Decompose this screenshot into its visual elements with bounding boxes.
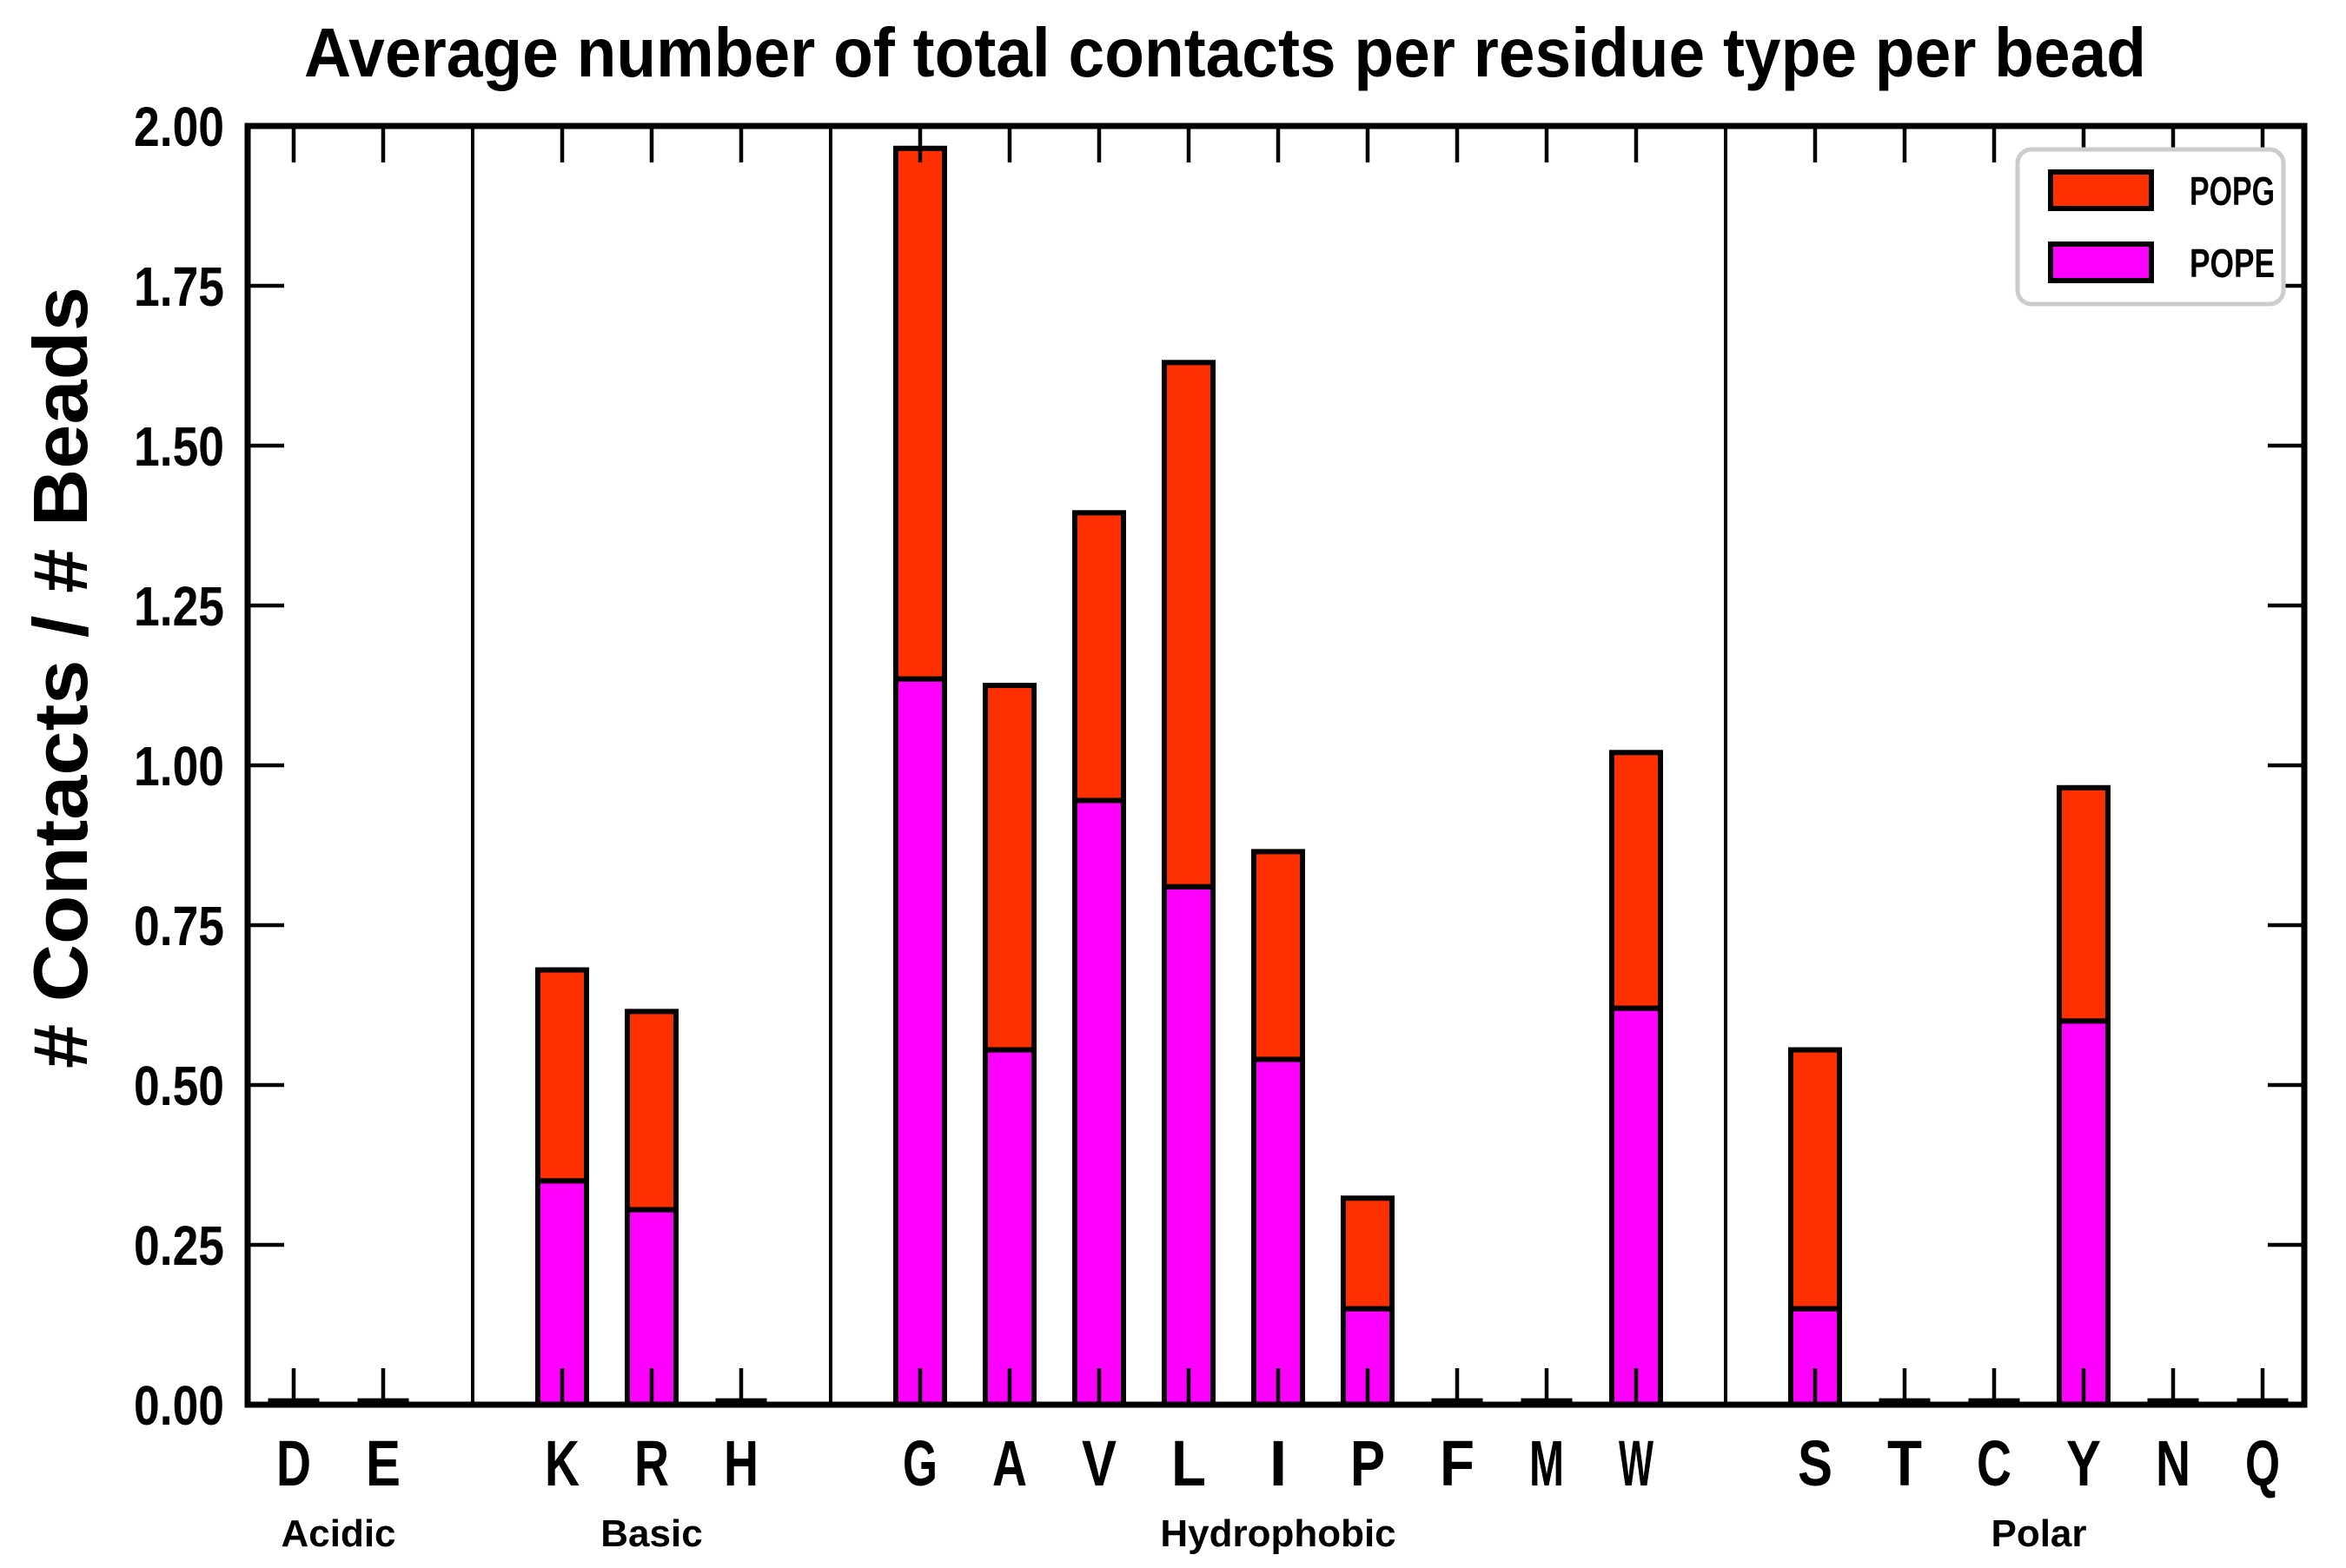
legend-label-popg: POPG <box>2190 169 2275 214</box>
y-axis-label: # Contacts / # Beads <box>17 287 103 1068</box>
bar-popg-R <box>625 1009 679 1213</box>
bar-popg-Y <box>2057 784 2111 1024</box>
group-label-basic: Basic <box>600 1512 702 1555</box>
residue-label-D: D <box>276 1427 311 1499</box>
group-label-acidic: Acidic <box>281 1512 395 1555</box>
bar-popg-S <box>1788 1047 1842 1312</box>
residue-label-H: H <box>724 1427 759 1499</box>
residue-label-P: P <box>1350 1427 1385 1499</box>
bar-pope-V <box>1072 797 1126 1407</box>
residue-label-A: A <box>992 1427 1027 1499</box>
residue-label-E: E <box>366 1427 401 1499</box>
bar-popg-W <box>1609 750 1663 1011</box>
y-tick-label: 0.75 <box>134 895 224 957</box>
residue-label-L: L <box>1171 1427 1206 1499</box>
bar-popg-G <box>893 145 947 682</box>
y-tick-label: 1.75 <box>134 255 224 318</box>
plot-frame <box>244 122 2308 1408</box>
y-tick-label: 0.25 <box>134 1214 224 1277</box>
residue-label-Y: Y <box>2066 1427 2101 1499</box>
y-tick-label: 1.00 <box>134 735 224 797</box>
bar-pope-W <box>1609 1005 1663 1408</box>
residue-label-S: S <box>1798 1427 1832 1499</box>
y-tick-label: 0.50 <box>134 1055 224 1117</box>
bar-pope-Y <box>2057 1018 2111 1408</box>
bars-layer <box>268 145 2289 1408</box>
legend-label-pope: POPE <box>2190 241 2275 286</box>
residue-label-T: T <box>1887 1427 1922 1499</box>
chart-title: Average number of total contacts per res… <box>304 14 2146 91</box>
bar-pope-G <box>893 676 947 1407</box>
residue-label-W: W <box>1619 1427 1653 1499</box>
y-tick-label: 2.00 <box>134 96 224 158</box>
residue-label-V: V <box>1082 1427 1117 1499</box>
legend-swatch-pope <box>2048 241 2154 283</box>
group-separators-layer <box>471 126 1727 1405</box>
bar-popg-V <box>1072 510 1126 804</box>
group-label-hydrophobic: Hydrophobic <box>1160 1512 1395 1555</box>
bar-pope-A <box>983 1047 1037 1408</box>
residue-label-I: I <box>1269 1427 1288 1499</box>
bar-popg-P <box>1341 1195 1395 1312</box>
bar-pope-L <box>1162 883 1216 1407</box>
residue-label-F: F <box>1440 1427 1475 1499</box>
bar-pope-I <box>1251 1056 1305 1408</box>
residue-label-Q: Q <box>2245 1427 2280 1499</box>
tick-labels-layer: 0.00 0.25 0.50 0.75 1.00 1.25 1.50 1.75 2.00 D E K R… <box>134 96 2280 1555</box>
y-tick-label: 1.25 <box>134 575 224 638</box>
y-tick-label: 1.50 <box>134 415 224 478</box>
bar-popg-L <box>1162 360 1216 890</box>
residue-label-C: C <box>1977 1427 2011 1499</box>
bar-popg-I <box>1251 849 1305 1062</box>
residue-label-M: M <box>1529 1427 1564 1499</box>
y-tick-label: 0.00 <box>134 1374 224 1437</box>
bar-popg-A <box>983 683 1037 1053</box>
legend: POPG POPE <box>2015 147 2286 307</box>
residue-label-K: K <box>545 1427 580 1499</box>
legend-swatch-popg <box>2048 169 2154 211</box>
residue-label-R: R <box>634 1427 669 1499</box>
residue-label-G: G <box>903 1427 938 1499</box>
residue-label-N: N <box>2156 1427 2190 1499</box>
group-label-polar: Polar <box>1991 1512 2086 1555</box>
bar-popg-K <box>535 967 589 1184</box>
